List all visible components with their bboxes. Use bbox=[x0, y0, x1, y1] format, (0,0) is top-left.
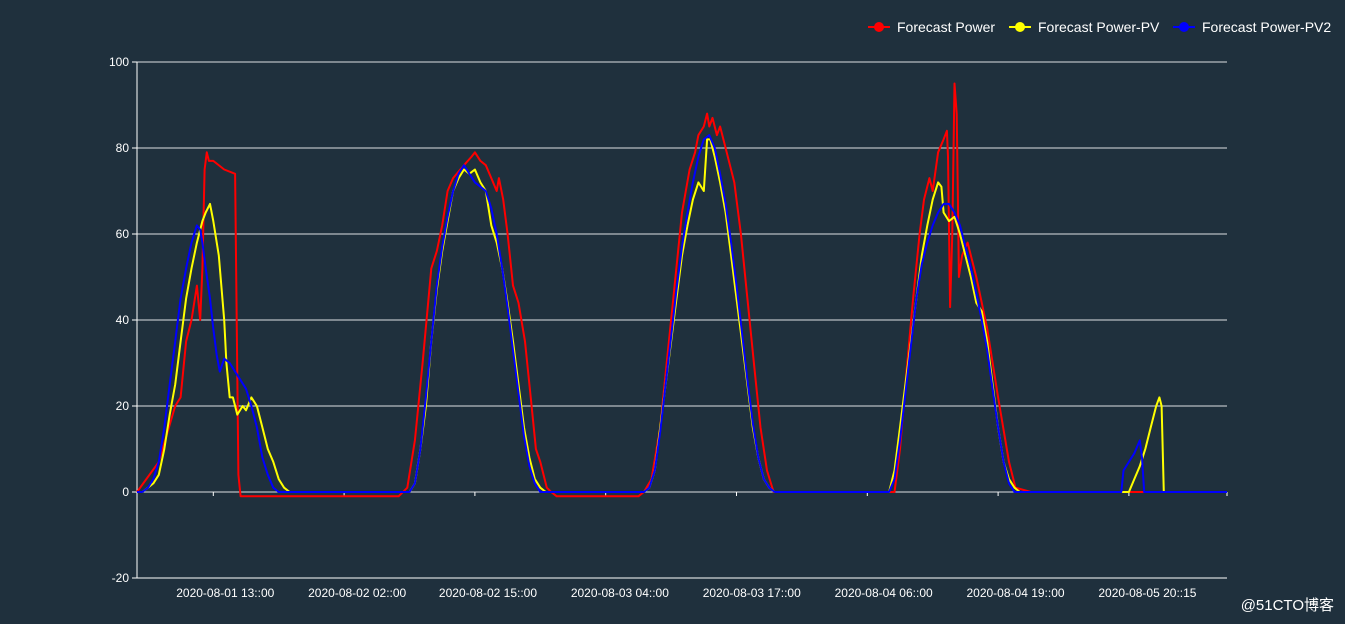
legend-marker bbox=[1015, 22, 1025, 32]
y-tick-label: 100 bbox=[109, 55, 129, 69]
legend-label: Forecast Power-PV2 bbox=[1202, 19, 1331, 35]
legend: Forecast Power Forecast Power-PV Forecast … bbox=[868, 19, 1331, 35]
y-tick-label: 20 bbox=[116, 399, 130, 413]
series-line-forecast-power-pv2 bbox=[137, 134, 1227, 493]
y-tick-label: 40 bbox=[116, 313, 130, 327]
y-tick-label: -20 bbox=[112, 571, 130, 585]
legend-label: Forecast Power-PV bbox=[1038, 19, 1160, 35]
legend-marker bbox=[874, 22, 884, 32]
y-tick-label: 0 bbox=[122, 485, 129, 499]
x-tick-label: 2020-08-02 15::00 bbox=[439, 586, 537, 600]
x-tick-label: 2020-08-02 02::00 bbox=[308, 586, 406, 600]
legend-label: Forecast Power bbox=[897, 19, 995, 35]
series-layer bbox=[136, 82, 1227, 498]
x-tick-label: 2020-08-03 17::00 bbox=[703, 586, 801, 600]
y-tick-label: 80 bbox=[116, 141, 130, 155]
y-tick-label: 60 bbox=[116, 227, 130, 241]
legend-marker bbox=[1179, 22, 1189, 32]
x-tick-label: 2020-08-05 20::15 bbox=[1098, 586, 1196, 600]
x-tick-label: 2020-08-03 04::00 bbox=[571, 586, 669, 600]
x-tick-label: 2020-08-04 19::00 bbox=[966, 586, 1064, 600]
watermark: @51CTO博客 bbox=[1241, 597, 1334, 614]
x-tick-label: 2020-08-01 13::00 bbox=[176, 586, 274, 600]
x-tick-label: 2020-08-04 06::00 bbox=[835, 586, 933, 600]
